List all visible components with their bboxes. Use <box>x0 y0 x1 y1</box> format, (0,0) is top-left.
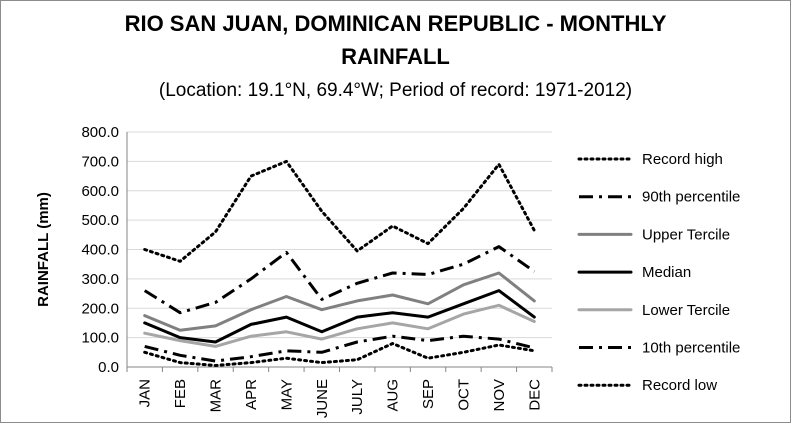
series-line <box>143 303 536 348</box>
x-tick-label: JUNE <box>314 379 331 418</box>
chart-title-line2: RAINFALL <box>341 44 450 69</box>
series-line <box>143 289 536 344</box>
legend-label: Record high <box>642 151 723 168</box>
x-tick-label: APR <box>243 379 260 410</box>
y-tick-label: 600.0 <box>81 183 119 200</box>
legend-label: 90th percentile <box>642 189 740 206</box>
series-line <box>143 342 536 367</box>
legend-label: Lower Tercile <box>642 302 730 319</box>
y-tick-label: 400.0 <box>81 242 119 259</box>
series-line <box>143 245 536 315</box>
x-tick-label: AUG <box>385 379 402 412</box>
x-tick-label: JAN <box>137 379 154 407</box>
x-tick-label: MAR <box>208 379 225 413</box>
x-tick-label: JULY <box>349 379 366 415</box>
x-tick-label: FEB <box>172 379 189 408</box>
chart-title-line1: RIO SAN JUAN, DOMINICAN REPUBLIC - MONTH… <box>124 11 667 36</box>
legend-label: Upper Tercile <box>642 226 730 243</box>
x-tick-label: OCT <box>455 379 472 411</box>
y-axis-title: RAINFALL (mm) <box>35 192 52 307</box>
y-tick-label: 200.0 <box>81 300 119 317</box>
chart-subtitle: (Location: 19.1°N, 69.4°W; Period of rec… <box>158 80 633 101</box>
y-tick-label: 300.0 <box>81 271 119 288</box>
series-line <box>144 334 535 363</box>
legend-label: Median <box>642 264 691 281</box>
y-tick-label: 500.0 <box>81 212 119 229</box>
y-tick-label: 100.0 <box>81 330 119 347</box>
series-line <box>143 271 536 332</box>
series-line <box>143 159 536 263</box>
legend-label: Record low <box>642 377 717 394</box>
x-tick-label: NOV <box>491 379 508 412</box>
x-tick-label: SEP <box>420 379 437 409</box>
y-tick-label: 700.0 <box>81 153 119 170</box>
x-tick-label: MAY <box>278 379 295 410</box>
x-tick-label: DEC <box>526 379 543 411</box>
legend-label: 10th percentile <box>642 340 740 357</box>
y-tick-label: 800.0 <box>81 124 119 141</box>
y-tick-label: 0.0 <box>98 359 119 376</box>
